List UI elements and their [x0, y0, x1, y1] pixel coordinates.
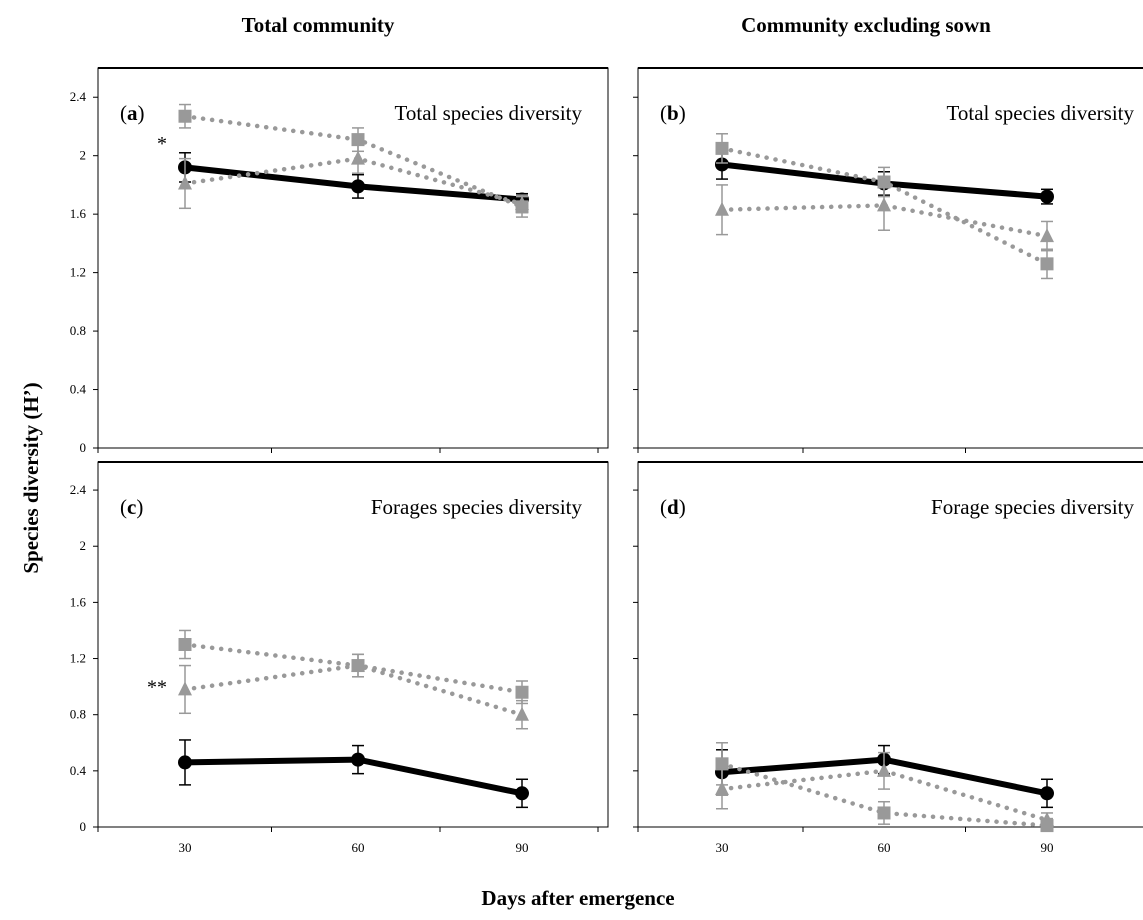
- y-tick-label-c-0: 2.4: [70, 482, 87, 497]
- panel-a: 2.4 2 1.6 1.2 0.8 0.4 0 (a) Total species divers…: [70, 67, 609, 455]
- panel-label-close-paren: ): [679, 495, 686, 519]
- y-tick-label-c-5: 0.4: [70, 763, 87, 778]
- point-d-triangle-1: [877, 762, 891, 777]
- point-c-triangle-0: [178, 681, 192, 696]
- y-tick-label-c-6: 0: [80, 819, 87, 834]
- panel-d: 30 60 90 (d) Forage species diversity: [633, 461, 1143, 855]
- point-d-square-1: [877, 806, 891, 820]
- panel-label-close-paren: ): [679, 101, 686, 125]
- significance-c-0: **: [147, 677, 167, 699]
- point-d-square-0: [715, 757, 729, 771]
- point-d-circle-2: [1040, 786, 1054, 801]
- panel-b: (b) Total species diversity: [633, 67, 1143, 453]
- panel-title-c: Forages species diversity: [371, 495, 583, 519]
- point-c-square-2: [515, 685, 529, 699]
- panel-label-open-paren: (: [660, 101, 667, 125]
- point-a-triangle-0: [178, 175, 192, 190]
- y-tick-label-c-1: 2: [80, 538, 87, 553]
- x-tick-label-c-0: 30: [179, 840, 192, 855]
- panel-label-close-paren: ): [138, 101, 145, 125]
- y-tick-label-c-4: 0.8: [70, 707, 86, 722]
- y-tick-label-c-3: 1.2: [70, 651, 86, 666]
- point-d-triangle-0: [715, 781, 729, 796]
- y-tick-label-a-2: 1.6: [70, 206, 87, 221]
- panel-label-open-paren: (: [660, 495, 667, 519]
- x-axis-title: Days after emergence: [481, 886, 674, 910]
- panel-label-letter: d: [667, 495, 679, 519]
- point-b-square-0: [715, 141, 729, 155]
- point-b-triangle-0: [715, 201, 729, 216]
- point-a-triangle-1: [351, 150, 365, 165]
- panel-label-open-paren: (: [120, 495, 127, 519]
- panel-title-a: Total species diversity: [395, 101, 583, 125]
- point-c-square-0: [178, 638, 192, 651]
- panel-label-open-paren: (: [120, 101, 127, 125]
- panel-frame-b: [637, 67, 1143, 449]
- x-tick-label-d-1: 60: [878, 840, 891, 855]
- y-axis-title-text: Species diversity (H’): [19, 382, 43, 573]
- point-a-triangle-2: [515, 195, 529, 210]
- y-tick-label-a-1: 2: [80, 148, 87, 163]
- panel-c: 2.4 2 1.6 1.2 0.8 0.4 0 30 60 90 (c) Forages specie…: [70, 461, 609, 855]
- panel-label-letter: b: [667, 101, 679, 125]
- point-a-square-1: [351, 133, 365, 147]
- column-title-excluding-sown: Community excluding sown: [741, 13, 991, 37]
- x-tick-label-c-2: 90: [516, 840, 529, 855]
- point-b-circle-2: [1040, 189, 1054, 204]
- x-tick-label-d-2: 90: [1041, 840, 1054, 855]
- column-title-total-community: Total community: [242, 13, 395, 37]
- y-tick-label-a-4: 0.8: [70, 323, 86, 338]
- point-c-circle-1: [351, 752, 365, 767]
- point-d-triangle-2: [1040, 811, 1054, 826]
- panel-label-b: (b): [660, 101, 686, 125]
- panel-label-letter: c: [127, 495, 136, 519]
- point-a-circle-1: [351, 179, 365, 194]
- panel-label-a: (a): [120, 101, 145, 125]
- point-b-circle-0: [715, 157, 729, 172]
- point-b-triangle-1: [877, 197, 891, 212]
- panel-label-d: (d): [660, 495, 686, 519]
- panel-title-d: Forage species diversity: [931, 495, 1134, 519]
- point-c-triangle-2: [515, 706, 529, 721]
- panel-title-b: Total species diversity: [947, 101, 1135, 125]
- point-c-circle-2: [515, 786, 529, 801]
- point-b-square-2: [1040, 257, 1054, 271]
- x-tick-label-d-0: 30: [716, 840, 729, 855]
- y-tick-label-a-5: 0.4: [70, 382, 87, 397]
- series-line-d-square: [719, 761, 1050, 828]
- panel-frame-a: [97, 67, 609, 449]
- point-b-triangle-2: [1040, 228, 1054, 243]
- point-a-square-0: [178, 109, 192, 123]
- y-tick-label-a-3: 1.2: [70, 265, 86, 280]
- significance-a-0: *: [157, 133, 167, 155]
- y-tick-label-c-2: 1.6: [70, 594, 87, 609]
- y-tick-label-a-6: 0: [80, 440, 87, 455]
- x-tick-label-c-1: 60: [352, 840, 365, 855]
- panel-label-c: (c): [120, 495, 143, 519]
- point-c-triangle-1: [351, 657, 365, 672]
- panel-label-close-paren: ): [136, 495, 143, 519]
- y-axis-title: Species diversity (H’): [19, 382, 43, 573]
- panels: 2.421.61.20.80.40(a) Total species divers…: [70, 67, 1143, 855]
- y-tick-label-a-0: 2.4: [70, 89, 87, 104]
- series-line-c-triangle: [182, 663, 525, 717]
- panel-label-letter: a: [127, 101, 138, 125]
- point-c-circle-0: [178, 755, 192, 770]
